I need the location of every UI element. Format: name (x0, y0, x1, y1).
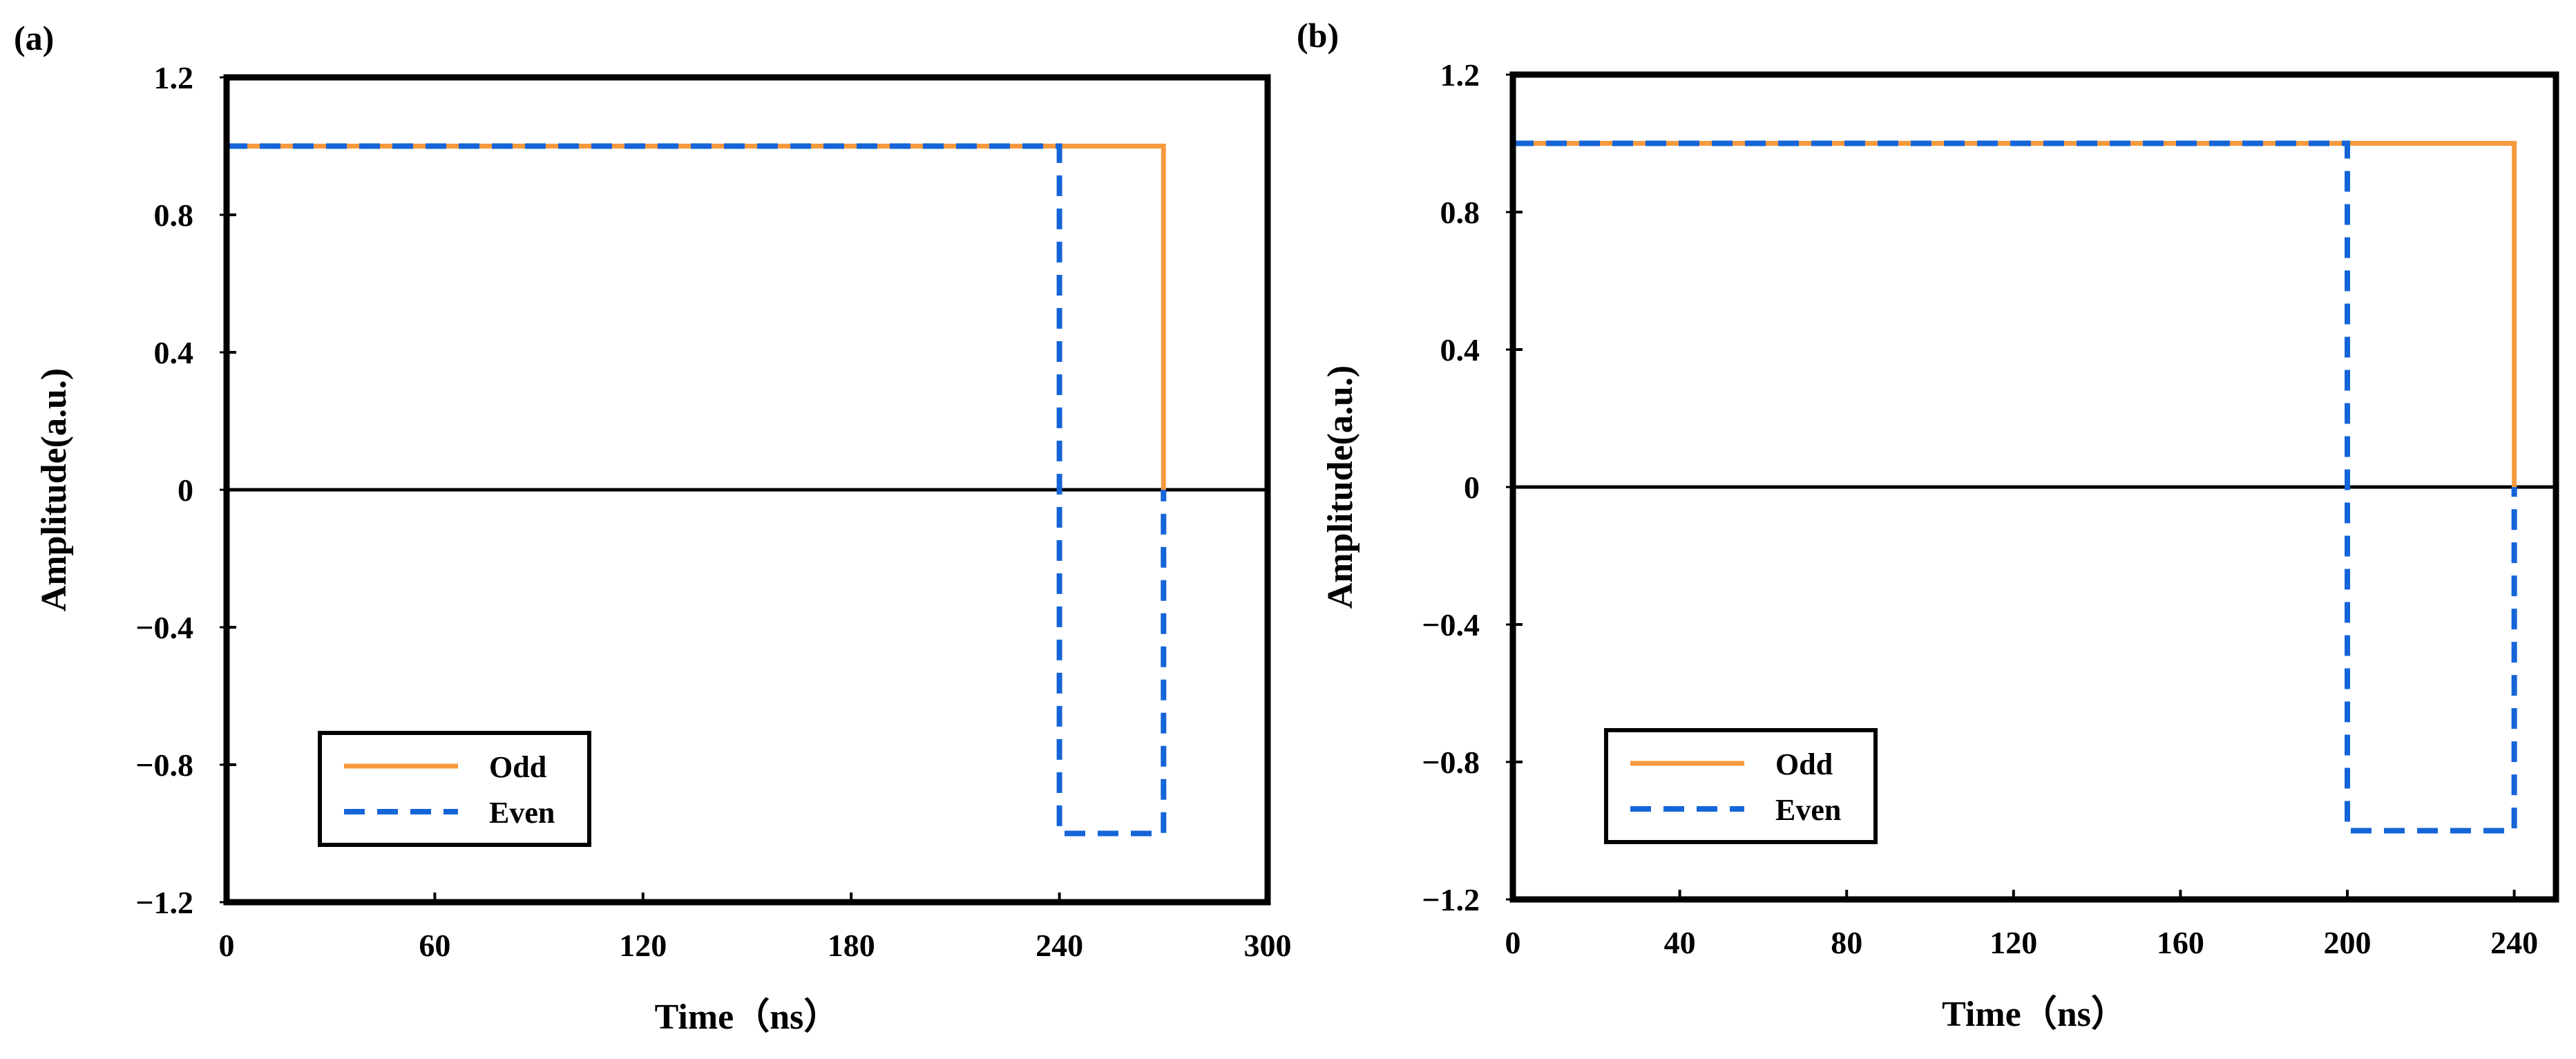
legend: Odd Even (318, 731, 591, 847)
y-axis-label: Amplitude(a.u.) (1321, 365, 1360, 609)
legend-label-even: Even (1775, 793, 1841, 827)
y-tick-label: 0.8 (1440, 195, 1480, 230)
legend-label-even: Even (489, 796, 555, 830)
chart-panel-a: (a) 1.2 0.8 0.4 0 −0.4 −0.8 −1.2 0 60 120 180 240 300… (14, 19, 1292, 1037)
x-tick-label: 180 (828, 928, 875, 963)
series-group (1513, 140, 2517, 834)
series-line-odd (227, 144, 1166, 490)
plot-frame (1509, 71, 2559, 903)
legend-label-odd: Odd (489, 750, 546, 784)
y-tick-label: −0.8 (1422, 745, 1480, 780)
x-tick-label: 0 (219, 928, 235, 963)
y-tick-label: −0.4 (1422, 607, 1480, 642)
y-tick-label: −1.2 (1422, 882, 1480, 917)
x-tick-label: 60 (419, 928, 450, 963)
panel-label: (b) (1297, 16, 1339, 55)
y-tick-label: 0.4 (1440, 332, 1480, 368)
plot-frame (223, 74, 1271, 906)
legend-box (1604, 728, 1878, 844)
x-tick-label: 0 (1505, 925, 1521, 960)
x-tick-label: 240 (2490, 925, 2538, 960)
y-tick-label: −0.8 (135, 747, 193, 783)
x-tick-label: 80 (1831, 925, 1862, 960)
series-line-even (227, 143, 1167, 837)
x-axis-label: Time（ns） (655, 997, 840, 1037)
x-tick-label: 40 (1664, 925, 1696, 960)
y-tick-label: 0 (1464, 470, 1480, 505)
chart-panel-b: (b) 1.2 0.8 0.4 0 −0.4 −0.8 −1.2 0 40 80 120 160 200 2… (1297, 16, 2559, 1034)
panel-label: (a) (14, 19, 54, 57)
x-tick-label: 120 (619, 928, 667, 963)
y-tick-label: 0 (178, 473, 193, 508)
series-line-even (1513, 140, 2517, 834)
x-tick-label: 300 (1244, 928, 1292, 963)
x-tick-label: 240 (1036, 928, 1083, 963)
legend-box (318, 731, 591, 847)
y-tick-label: 0.4 (154, 335, 194, 370)
x-tick-label: 160 (2157, 925, 2204, 960)
x-axis-label: Time（ns） (1942, 994, 2127, 1034)
legend: Odd Even (1604, 728, 1878, 844)
series-group (227, 143, 1167, 837)
y-tick-label: −0.4 (135, 610, 193, 645)
x-tick-label: 200 (2324, 925, 2372, 960)
y-tick-label: 1.2 (154, 60, 194, 95)
series-line-odd (1513, 141, 2517, 487)
y-tick-label: 0.8 (154, 198, 194, 233)
legend-label-odd: Odd (1775, 747, 1833, 781)
y-tick-label: −1.2 (135, 885, 193, 920)
x-tick-label: 120 (1990, 925, 2037, 960)
y-tick-label: 1.2 (1440, 57, 1480, 93)
y-axis-label: Amplitude(a.u.) (35, 368, 74, 611)
